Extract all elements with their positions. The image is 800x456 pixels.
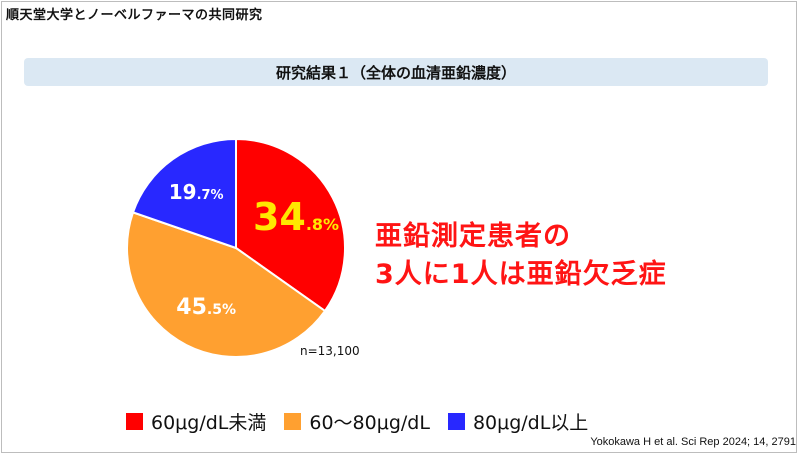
slice-high-label: 19.7% [169,180,224,204]
slice-low-label: 34.8% [253,195,339,239]
slide-title: 研究結果１（全体の血清亜鉛濃度） [275,63,516,82]
legend-item-high: 80μg/dL以上 [447,408,589,435]
legend-item-mid: 60〜80μg/dL [284,408,430,435]
legend-item-low: 60μg/dL未満 [126,408,266,435]
slice-mid [126,211,327,358]
legend-label-high: 80μg/dL以上 [472,412,589,434]
legend-label-mid: 60〜80μg/dL [309,412,430,434]
callout-line-2: 3人に1人は亜鉛欠乏症 [375,259,667,290]
callout-text: 亜鉛測定患者の 3人に1人は亜鉛欠乏症 [375,218,667,294]
legend-swatch-low [126,413,143,430]
header-title: 順天堂大学とノーベルファーマの共同研究 [6,8,263,23]
slice-high [131,137,237,250]
slice-low [235,137,346,313]
slice-mid-label: 45.5% [176,295,236,320]
legend-swatch-high [447,413,465,430]
chart-legend: 60μg/dL未満 60〜80μg/dL 80μg/dL以上 [126,408,606,435]
citation: Yokokawa H et al. Sci Rep 2024; 14, 2791 [590,436,796,448]
sample-size-label: n=13,100 [300,344,360,358]
slide-title-bar: 研究結果１（全体の血清亜鉛濃度） [24,58,768,86]
legend-swatch-mid [284,413,302,430]
callout-line-1: 亜鉛測定患者の [375,221,571,252]
legend-label-low: 60μg/dL未満 [151,412,267,434]
